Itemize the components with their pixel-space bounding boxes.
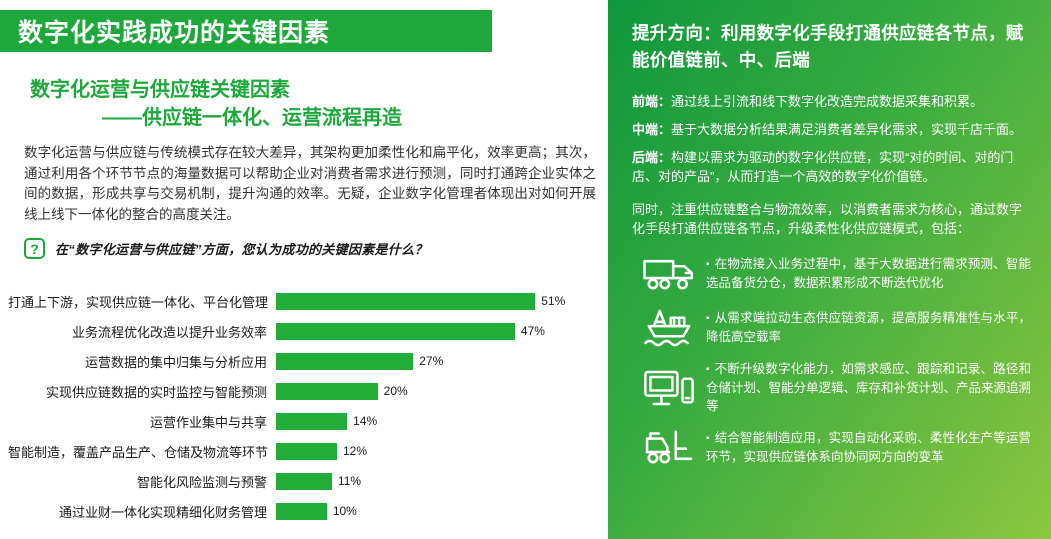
stage-label: 前端：	[632, 94, 672, 109]
intro-paragraph: 数字化运营与供应链与传统模式存在较大差异，其架构更加柔性化和扁平化，效率更高；其…	[24, 145, 596, 222]
subtitle-line1: 数字化运营与供应链关键因素	[30, 79, 290, 101]
chart-row: 打通上下游，实现供应链一体化、平台化管理 51%	[8, 286, 604, 316]
section-subtitle: 数字化运营与供应链关键因素 ——供应链一体化、运营流程再造	[30, 76, 402, 132]
list-item: ▪ 结合智能制造应用，实现自动化采购、柔性化生产等运营环节，实现供应链体系向协同网…	[632, 426, 1033, 468]
chart-bar	[276, 412, 348, 430]
chart-row: 实现供应链数据的实时监控与智能预测 20%	[8, 376, 604, 406]
stage-text: 通过线上引流和线下数字化改造完成数据采集和积累。	[671, 94, 984, 109]
list-item-text: ▪ 结合智能制造应用，实现自动化采购、柔性化生产等运营环节，实现供应链体系向协同网…	[706, 430, 1031, 464]
stage-front: 前端：通过线上引流和线下数字化改造完成数据采集和积累。	[632, 92, 1033, 111]
chart-value-label: 11%	[337, 474, 362, 488]
stage-text: 构建以需求为驱动的数字化供应链，实现“对的时间、对的门店、对的产品”，从而打造一…	[632, 150, 1014, 184]
list-item: ▪ 不断升级数字化能力，如需求感应、跟踪和记录、路径和仓储计划、智能分单逻辑、库存…	[632, 360, 1033, 415]
list-item: ▪ 在物流接入业务过程中，基于大数据进行需求预测、智能选品备货分仓，数据积累形成不…	[632, 252, 1033, 294]
chart-category-label: 智能化风险监测与预警	[136, 474, 267, 490]
chart-bar	[276, 352, 414, 370]
chart-row: 运营作业集中与共享 14%	[8, 406, 604, 436]
chart-value-label: 20%	[383, 384, 408, 398]
chart-value-label: 14%	[353, 414, 378, 428]
chart-value-label: 12%	[343, 444, 368, 458]
stage-middle: 中端：基于大数据分析结果满足消费者差异化需求，实现千店千面。	[632, 120, 1033, 139]
list-item: ▪ 从需求端拉动生态供应链资源，提高服务精准性与水平，降低高空载率	[632, 305, 1033, 349]
chart-category-label: 运营作业集中与共享	[149, 414, 267, 430]
list-item-text: ▪ 从需求端拉动生态供应链资源，提高服务精准性与水平，降低高空载率	[706, 310, 1031, 344]
chart-bar	[276, 292, 536, 310]
list-item-text: ▪ 不断升级数字化能力，如需求感应、跟踪和记录、路径和仓储计划、智能分单逻辑、库存…	[706, 362, 1032, 413]
chart-row: 运营数据的集中归集与分析应用 27%	[8, 346, 604, 376]
page-title: 数字化实践成功的关键因素	[18, 19, 331, 47]
title-bar: 数字化实践成功的关键因素	[0, 10, 492, 52]
bullet-marker: ▪	[706, 258, 710, 270]
survey-question: 在“数字化运营与供应链”方面，您认为成功的关键因素是什么？	[55, 242, 428, 257]
right-panel: 提升方向：利用数字化手段打通供应链各节点，赋能价值链前、中、后端 前端：通过线上…	[608, 0, 1051, 539]
question-mark-icon: ?	[24, 238, 45, 259]
chart-row: 业务流程优化改造以提升业务效率 47%	[8, 316, 604, 346]
truck-icon	[632, 252, 706, 294]
chart-value-label: 47%	[520, 324, 545, 338]
left-panel: 数字化实践成功的关键因素 数字化运营与供应链关键因素 ——供应链一体化、运营流程…	[0, 10, 604, 526]
chart-row: 智能制造，覆盖产品生产、仓储及物流等环节 12%	[8, 436, 604, 466]
chart-row: 通过业财一体化实现精细化财务管理 10%	[8, 496, 604, 526]
chart-bar	[276, 322, 515, 340]
survey-question-row: ? 在“数字化运营与供应链”方面，您认为成功的关键因素是什么？	[24, 238, 428, 259]
right-paragraph: 同时，注重供应链整合与物流效率，以消费者需求为核心，通过数字化手段打通供应链各节…	[632, 202, 1023, 236]
bullet-marker: ▪	[706, 364, 710, 375]
bullet-list: ▪ 在物流接入业务过程中，基于大数据进行需求预测、智能选品备货分仓，数据积累形成不…	[632, 252, 1033, 468]
stage-text: 基于大数据分析结果满足消费者差异化需求，实现千店千面。	[671, 122, 1023, 137]
chart-bar	[276, 502, 327, 520]
bullet-marker: ▪	[706, 432, 710, 444]
list-item-text: ▪ 在物流接入业务过程中，基于大数据进行需求预测、智能选品备货分仓，数据积累形成不…	[706, 256, 1031, 290]
stage-back: 后端：构建以需求为驱动的数字化供应链，实现“对的时间、对的门店、对的产品”，从而…	[632, 148, 1033, 186]
stage-label: 后端：	[632, 150, 672, 165]
chart-category-label: 通过业财一体化实现精细化财务管理	[58, 504, 267, 520]
chart-category-label: 业务流程优化改造以提升业务效率	[71, 324, 267, 340]
chart-value-label: 10%	[332, 504, 357, 518]
forklift-icon	[632, 426, 706, 468]
bullet-marker: ▪	[706, 312, 710, 324]
chart-value-label: 27%	[419, 354, 444, 368]
chart-category-label: 智能制造，覆盖产品生产、仓储及物流等环节	[8, 444, 269, 460]
chart-bar	[276, 382, 378, 400]
chart-category-label: 运营数据的集中归集与分析应用	[84, 354, 267, 370]
chart-category-label: 打通上下游，实现供应链一体化、平台化管理	[8, 294, 269, 310]
ship-platform-icon	[632, 305, 706, 349]
chart-category-label: 实现供应链数据的实时监控与智能预测	[45, 384, 267, 400]
chart-bar	[276, 442, 337, 460]
computer-phone-icon	[632, 366, 706, 410]
bar-chart: 打通上下游，实现供应链一体化、平台化管理 51% 业务流程优化改造以提升业务效率…	[8, 286, 604, 526]
chart-row: 智能化风险监测与预警 11%	[8, 466, 604, 496]
stage-label: 中端：	[632, 122, 672, 137]
right-title: 提升方向：利用数字化手段打通供应链各节点，赋能价值链前、中、后端	[632, 23, 1024, 70]
chart-value-label: 51%	[541, 294, 566, 308]
chart-bar	[276, 472, 332, 490]
subtitle-line2: ——供应链一体化、运营流程再造	[102, 107, 402, 129]
